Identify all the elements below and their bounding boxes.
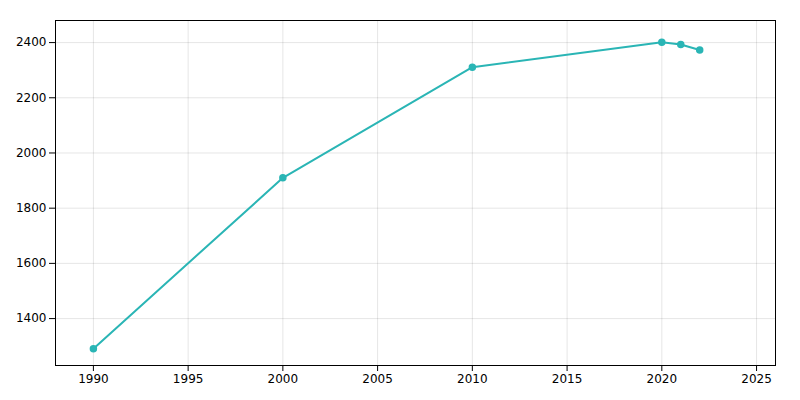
svg-text:2015: 2015: [552, 372, 583, 386]
svg-text:2200: 2200: [16, 91, 47, 105]
svg-text:2010: 2010: [457, 372, 488, 386]
svg-text:2000: 2000: [16, 146, 47, 160]
svg-text:1990: 1990: [78, 372, 109, 386]
svg-text:1400: 1400: [16, 311, 47, 325]
svg-text:1800: 1800: [16, 201, 47, 215]
svg-text:2020: 2020: [647, 372, 678, 386]
svg-text:2025: 2025: [741, 372, 772, 386]
svg-text:1995: 1995: [173, 372, 204, 386]
svg-text:2005: 2005: [362, 372, 393, 386]
svg-text:2000: 2000: [268, 372, 299, 386]
svg-text:1600: 1600: [16, 256, 47, 270]
svg-text:2400: 2400: [16, 35, 47, 49]
